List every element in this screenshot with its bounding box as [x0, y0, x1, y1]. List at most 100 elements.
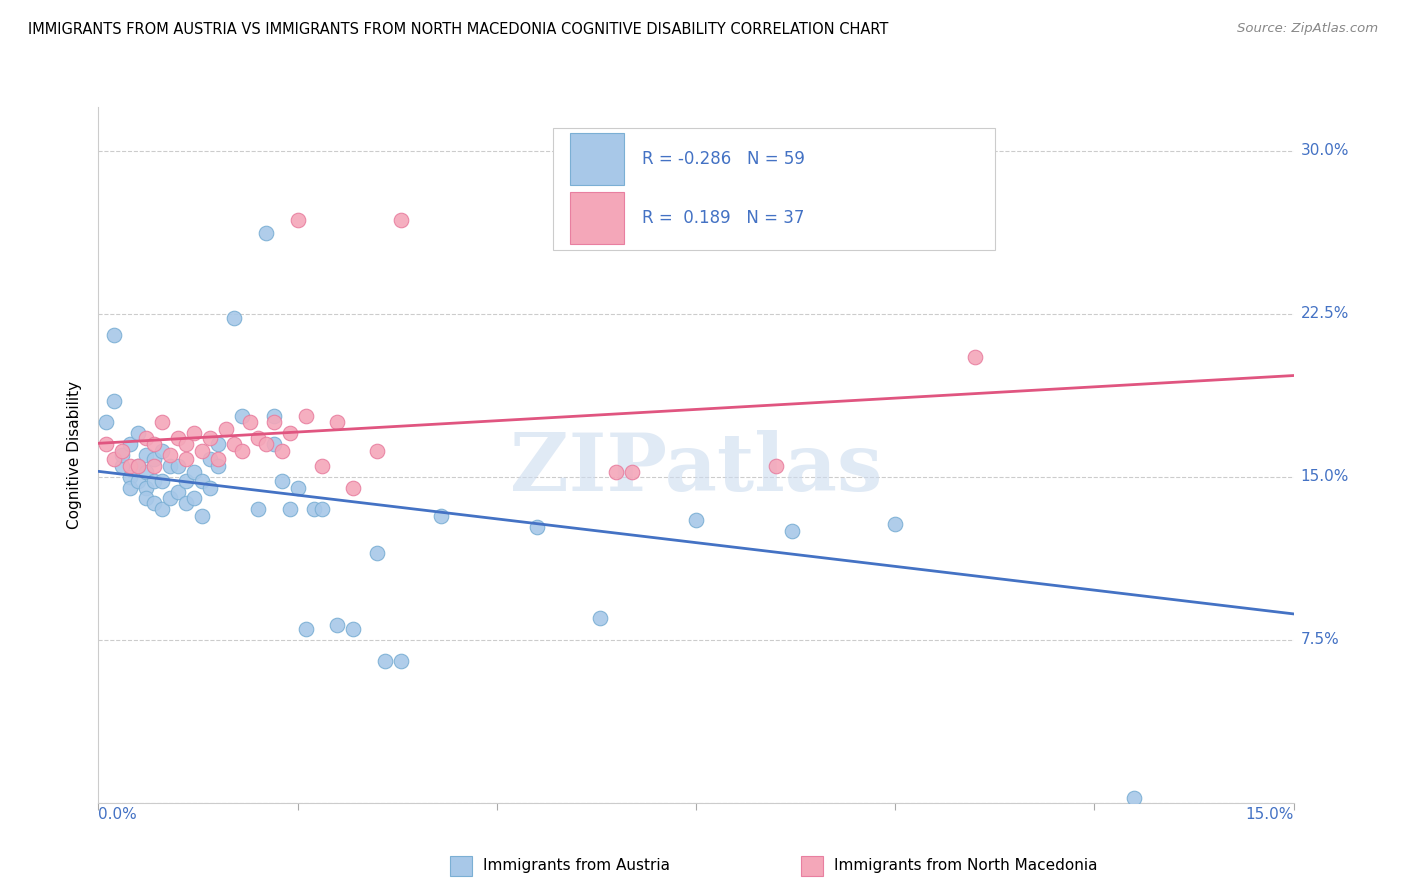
Point — [135, 481, 157, 495]
Text: ZIPatlas: ZIPatlas — [510, 430, 882, 508]
Point — [222, 310, 245, 325]
Point — [207, 437, 229, 451]
Point — [263, 409, 285, 423]
Point — [191, 474, 214, 488]
Point — [222, 437, 245, 451]
Point — [246, 431, 269, 445]
Point — [127, 458, 149, 473]
Point — [270, 443, 292, 458]
Point — [254, 437, 277, 451]
Point — [167, 484, 190, 499]
Point — [143, 496, 166, 510]
Point — [183, 466, 205, 480]
Point — [103, 393, 125, 408]
Point — [302, 502, 325, 516]
Point — [311, 458, 333, 473]
Point — [150, 474, 173, 488]
FancyBboxPatch shape — [571, 193, 624, 244]
Point — [111, 458, 134, 473]
Text: R =  0.189   N = 37: R = 0.189 N = 37 — [643, 210, 804, 227]
Point — [311, 502, 333, 516]
Point — [127, 458, 149, 473]
Point — [287, 213, 309, 227]
Text: 7.5%: 7.5% — [1301, 632, 1340, 648]
Point — [191, 508, 214, 523]
Point — [621, 466, 644, 480]
Point — [135, 431, 157, 445]
Point — [605, 466, 627, 480]
Point — [287, 481, 309, 495]
Point — [159, 448, 181, 462]
Point — [389, 213, 412, 227]
Point — [207, 452, 229, 467]
Point — [342, 481, 364, 495]
Text: 15.0%: 15.0% — [1301, 469, 1348, 484]
Point — [278, 426, 301, 441]
Point — [389, 655, 412, 669]
Point — [150, 502, 173, 516]
Point — [884, 517, 907, 532]
Point — [96, 415, 118, 429]
Point — [135, 448, 157, 462]
Point — [174, 452, 197, 467]
Point — [430, 508, 453, 523]
Point — [263, 415, 285, 429]
Point — [526, 519, 548, 533]
Text: Immigrants from Austria: Immigrants from Austria — [482, 858, 669, 872]
Point — [174, 437, 197, 451]
Point — [111, 448, 134, 462]
Point — [191, 443, 214, 458]
Point — [143, 474, 166, 488]
Point — [342, 622, 364, 636]
Point — [685, 513, 707, 527]
Point — [589, 611, 612, 625]
Point — [127, 474, 149, 488]
Point — [174, 496, 197, 510]
Point — [167, 431, 190, 445]
Point — [150, 443, 173, 458]
Point — [159, 458, 181, 473]
Point — [374, 655, 396, 669]
Point — [143, 458, 166, 473]
Text: R = -0.286   N = 59: R = -0.286 N = 59 — [643, 150, 806, 169]
Point — [326, 617, 349, 632]
Point — [294, 622, 316, 636]
Point — [366, 546, 388, 560]
Point — [120, 437, 142, 451]
Point — [198, 431, 221, 445]
Text: 22.5%: 22.5% — [1301, 306, 1348, 321]
Text: 15.0%: 15.0% — [1246, 807, 1294, 822]
Point — [780, 524, 803, 538]
Point — [198, 481, 221, 495]
Point — [263, 437, 285, 451]
Point — [135, 491, 157, 506]
Point — [103, 328, 125, 343]
Point — [167, 458, 190, 473]
Point — [183, 426, 205, 441]
Point — [366, 443, 388, 458]
Point — [159, 491, 181, 506]
Text: 0.0%: 0.0% — [98, 807, 138, 822]
Point — [111, 443, 134, 458]
Text: 30.0%: 30.0% — [1301, 143, 1348, 158]
Point — [254, 226, 277, 240]
Text: Source: ZipAtlas.com: Source: ZipAtlas.com — [1237, 22, 1378, 36]
Point — [143, 452, 166, 467]
Point — [246, 502, 269, 516]
Point — [239, 415, 262, 429]
Point — [207, 458, 229, 473]
Point — [1123, 791, 1146, 805]
Point — [96, 437, 118, 451]
Point — [963, 350, 986, 364]
Point — [143, 437, 166, 451]
FancyBboxPatch shape — [553, 128, 994, 250]
Point — [135, 466, 157, 480]
Point — [103, 452, 125, 467]
Point — [278, 502, 301, 516]
Y-axis label: Cognitive Disability: Cognitive Disability — [67, 381, 83, 529]
Point — [231, 409, 253, 423]
Point — [120, 458, 142, 473]
Point — [294, 409, 316, 423]
Point — [270, 474, 292, 488]
Point — [120, 469, 142, 483]
